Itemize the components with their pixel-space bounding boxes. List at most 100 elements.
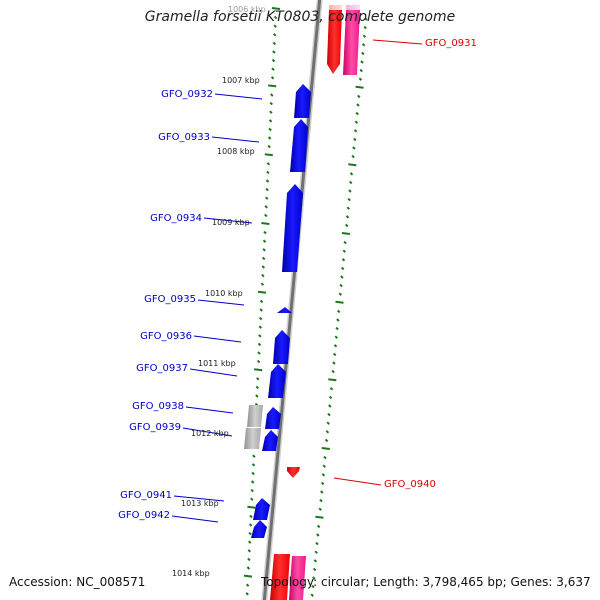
topology-text: Topology: circular; Length: 3,798,465 bp… bbox=[261, 575, 591, 589]
major-tick bbox=[321, 447, 330, 450]
minor-tick bbox=[332, 352, 337, 357]
major-tick bbox=[261, 222, 270, 225]
minor-tick bbox=[273, 15, 278, 20]
gene-label-GFO_0932[interactable]: GFO_0932 bbox=[161, 89, 213, 100]
gene-label-GFO_0934[interactable]: GFO_0934 bbox=[150, 213, 202, 224]
major-tick bbox=[315, 515, 324, 519]
minor-tick bbox=[248, 531, 252, 536]
gene-label-GFO_0939[interactable]: GFO_0939 bbox=[129, 422, 181, 433]
minor-tick bbox=[323, 455, 327, 460]
gene-GFO_0939-pseudo-shape bbox=[244, 428, 261, 449]
minor-tick bbox=[255, 394, 259, 398]
minor-tick bbox=[260, 282, 265, 286]
minor-tick bbox=[316, 524, 321, 529]
minor-tick bbox=[245, 583, 250, 587]
minor-tick bbox=[314, 550, 318, 554]
gene-GFO_0938-shape bbox=[265, 407, 281, 429]
major-tick bbox=[341, 232, 351, 235]
minor-tick bbox=[251, 463, 256, 467]
ruler-label: 1007 kbp bbox=[222, 76, 260, 85]
minor-tick bbox=[325, 430, 330, 434]
minor-tick bbox=[267, 144, 271, 149]
gene-label-GFO_0940[interactable]: GFO_0940 bbox=[384, 479, 436, 490]
minor-tick bbox=[320, 481, 325, 486]
minor-tick bbox=[340, 266, 345, 271]
leader-line-GFO_0935 bbox=[197, 299, 245, 306]
minor-tick bbox=[349, 172, 354, 176]
minor-tick bbox=[256, 359, 261, 364]
minor-tick bbox=[265, 187, 269, 192]
minor-tick bbox=[361, 43, 366, 47]
gene-GFO_0931-shape bbox=[327, 10, 342, 74]
gene-GFO_0932-shape bbox=[294, 84, 311, 118]
major-tick bbox=[264, 153, 273, 157]
gene-bottom-red-shape bbox=[270, 554, 290, 600]
major-tick bbox=[271, 7, 281, 10]
gene-GFO_0931-faded-shape bbox=[329, 5, 342, 10]
page-title: Gramella forsetii KT0803, complete genom… bbox=[144, 9, 456, 25]
gene-label-GFO_0938[interactable]: GFO_0938 bbox=[132, 401, 184, 412]
minor-tick bbox=[257, 342, 262, 347]
minor-tick bbox=[248, 523, 253, 527]
gene-label-GFO_0941[interactable]: GFO_0941 bbox=[120, 490, 172, 501]
gene-label-GFO_0935[interactable]: GFO_0935 bbox=[144, 294, 196, 305]
gene-label-GFO_0937[interactable]: GFO_0937 bbox=[136, 363, 188, 374]
gene-label-GFO_0942[interactable]: GFO_0942 bbox=[118, 510, 170, 521]
ruler-label: 1012 kbp bbox=[191, 429, 229, 438]
minor-tick bbox=[247, 557, 251, 562]
minor-tick bbox=[252, 454, 256, 458]
major-tick bbox=[247, 505, 256, 509]
genome-backbone-core bbox=[262, 0, 322, 600]
minor-tick bbox=[360, 60, 364, 64]
gene-GFO_0942-shape bbox=[251, 520, 267, 538]
minor-tick bbox=[259, 299, 264, 304]
minor-tick bbox=[269, 101, 274, 106]
minor-tick bbox=[261, 273, 265, 278]
minor-tick bbox=[333, 344, 338, 348]
minor-tick bbox=[258, 334, 262, 338]
minor-tick bbox=[255, 385, 260, 390]
minor-tick bbox=[311, 584, 315, 589]
minor-tick bbox=[268, 127, 272, 132]
gene-label-GFO_0931[interactable]: GFO_0931 bbox=[425, 38, 477, 49]
leader-line-GFO_0941 bbox=[173, 495, 225, 502]
minor-tick bbox=[347, 197, 351, 202]
minor-tick bbox=[312, 567, 317, 572]
gene-GFO_0940-shape bbox=[287, 467, 300, 478]
leader-line-GFO_0942 bbox=[171, 515, 219, 523]
minor-tick bbox=[261, 265, 266, 269]
ruler-label: 1013 kbp bbox=[181, 499, 219, 508]
minor-tick bbox=[364, 17, 368, 21]
minor-tick bbox=[266, 170, 270, 175]
ruler-label: 1009 kbp bbox=[212, 218, 250, 227]
ruler-labels: 1006 kbp 1007 kbp 1008 kbp 1009 kbp 1010 kbp… bbox=[172, 5, 266, 578]
rna-bottom-pink-shape bbox=[289, 556, 306, 600]
ruler-label: 1006 kbp bbox=[228, 5, 266, 14]
minor-tick bbox=[250, 480, 255, 484]
minor-tick bbox=[258, 316, 263, 321]
gene-GFO_0938-pseudo-shape bbox=[247, 405, 263, 427]
minor-tick bbox=[353, 137, 357, 142]
minor-tick bbox=[335, 326, 339, 331]
minor-tick bbox=[324, 438, 329, 443]
minor-tick bbox=[272, 50, 276, 54]
leader-line-GFO_0934 bbox=[203, 217, 253, 224]
minor-tick bbox=[259, 308, 263, 312]
leader-line-GFO_0938 bbox=[185, 406, 234, 414]
minor-tick bbox=[334, 335, 339, 339]
minor-tick bbox=[262, 248, 266, 252]
minor-tick bbox=[336, 318, 340, 322]
leader-line-GFO_0937 bbox=[189, 368, 238, 377]
gene-label-leaders bbox=[171, 39, 423, 523]
gene-label-GFO_0933[interactable]: GFO_0933 bbox=[158, 132, 210, 143]
minor-tick bbox=[359, 68, 363, 73]
minor-tick bbox=[348, 189, 352, 193]
minor-tick bbox=[332, 361, 336, 365]
minor-tick bbox=[245, 592, 249, 596]
minor-tick bbox=[264, 205, 268, 209]
leader-line-GFO_0932 bbox=[214, 93, 263, 100]
minor-tick bbox=[362, 34, 367, 38]
gene-label-GFO_0936[interactable]: GFO_0936 bbox=[140, 331, 192, 342]
minor-tick bbox=[361, 51, 365, 56]
major-tick bbox=[355, 85, 364, 89]
